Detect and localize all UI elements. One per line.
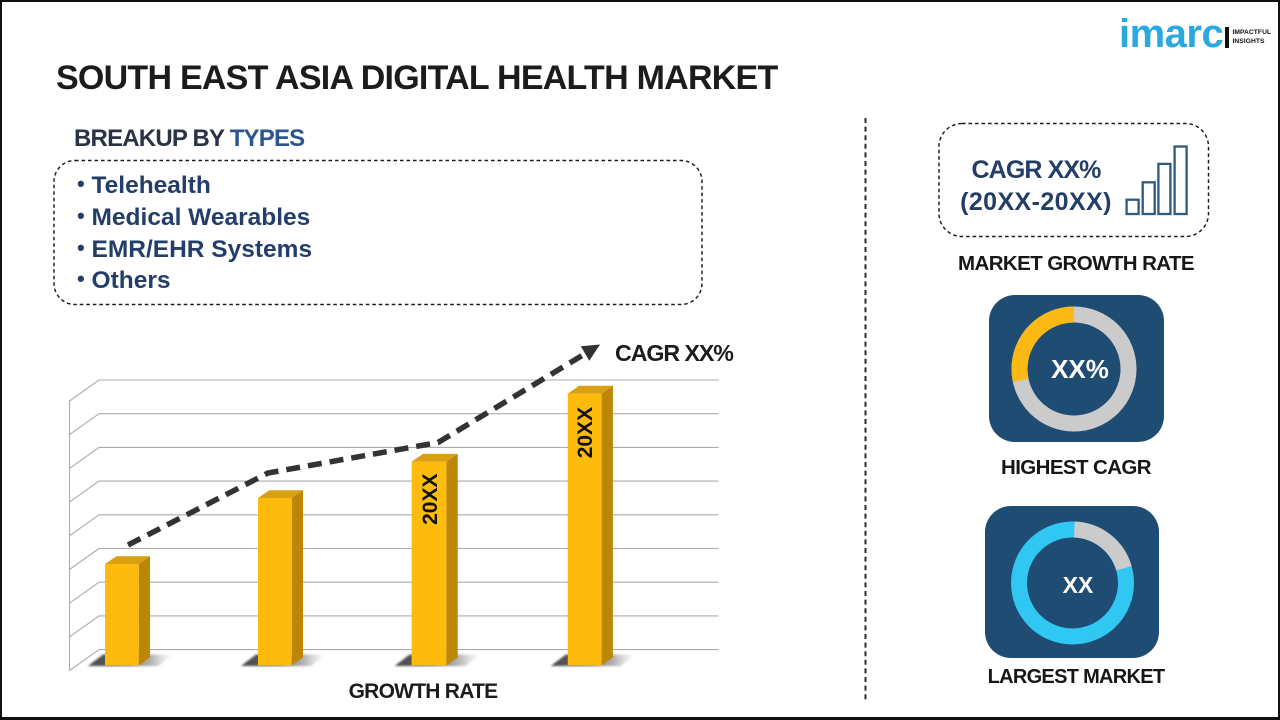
- svg-text:20XX: 20XX: [574, 407, 597, 458]
- svg-text:20XX: 20XX: [419, 474, 442, 525]
